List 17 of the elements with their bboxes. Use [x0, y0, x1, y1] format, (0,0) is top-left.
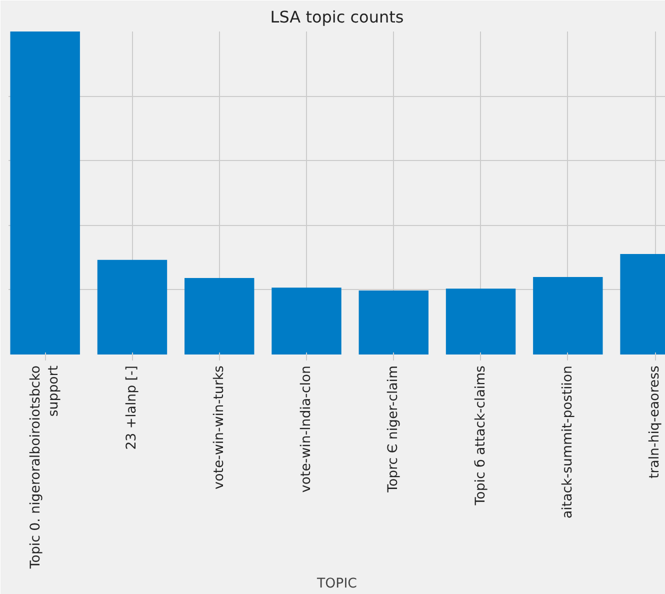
bar [184, 278, 254, 354]
bar [446, 288, 516, 354]
x-tick-label: Topic 0. nigeroralboiroiotsbcko support [28, 365, 62, 570]
x-tick-label: 23 +lalnp [-] [124, 365, 140, 450]
bar [97, 260, 168, 354]
x-tick-label: Topic б attack-claims [473, 365, 488, 506]
x-tick-label: traln-hiq-eaoress [648, 365, 663, 479]
x-axis-title: TOPIC [316, 576, 357, 592]
bar [10, 32, 80, 354]
x-tick-label: aitack-summit-postiion [560, 365, 576, 519]
x-tick-label: vote-win-win-turks [212, 365, 227, 490]
chart-title: LSA topic counts [270, 8, 404, 26]
bar [272, 288, 342, 354]
x-tick-label: vote-win-lndia-clon [299, 365, 314, 493]
bar [533, 276, 603, 354]
x-tick-label: Toprc Є niger-claim [386, 365, 402, 494]
bar [358, 290, 428, 354]
